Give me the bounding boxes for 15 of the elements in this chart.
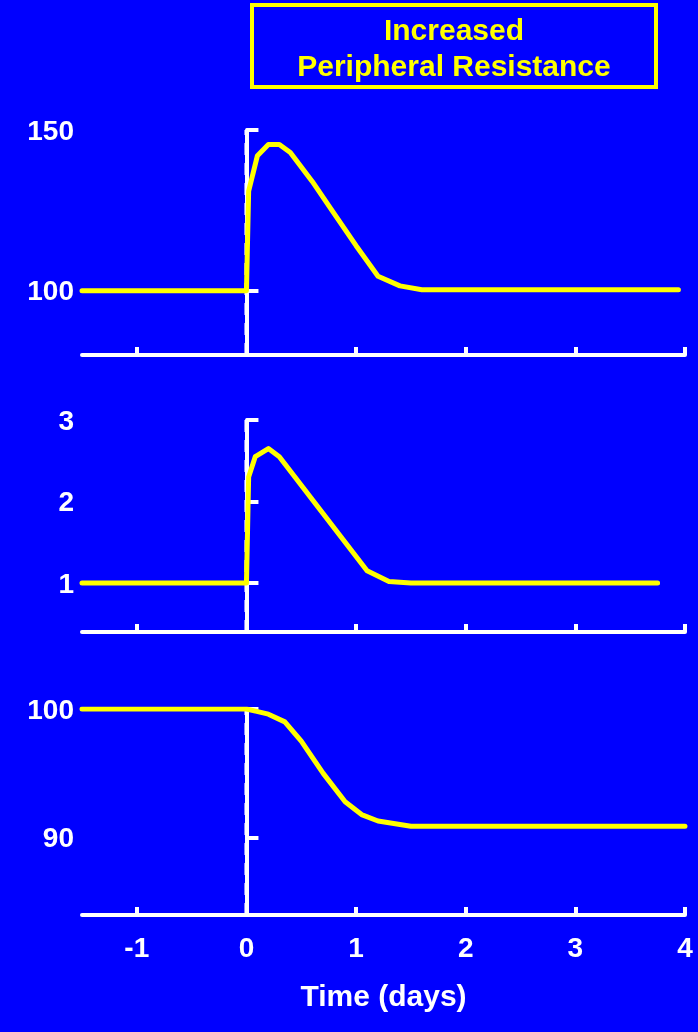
x-tick-label: 4 [677,931,694,963]
y-tick-label: 3 [58,404,74,436]
x-tick-label: 1 [348,931,364,963]
y-tick-label: 100 [27,693,74,725]
x-axis-title: Time (days) [300,978,467,1012]
x-tick-label: 0 [238,931,255,963]
y-tick-label: 90 [42,822,74,854]
x-tick-label: 3 [567,931,584,963]
y-tick-label: 100 [27,275,74,307]
x-tick-label: 2 [457,931,474,963]
chart-title: Increased Peripheral Resistance [297,12,611,82]
y-tick-label: 2 [58,486,74,518]
y-tick-label: 1 [58,567,74,599]
y-tick-label: 150 [27,114,74,146]
x-tick-label: -1 [124,931,150,963]
